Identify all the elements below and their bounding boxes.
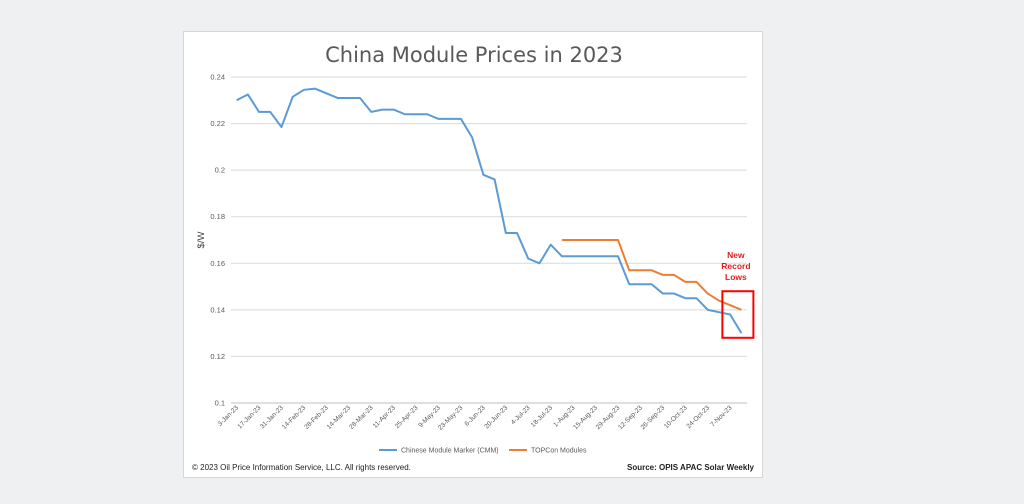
y-tick-label: 0.16 [210, 259, 225, 268]
grid-lines [231, 76, 747, 404]
topcon-series-line [561, 239, 742, 311]
y-tick-label: 0.18 [210, 212, 225, 221]
x-tick-label: 26-Sep-23 [640, 404, 667, 431]
chart-title: China Module Prices in 2023 [325, 43, 623, 67]
y-axis-label: $/W [196, 232, 207, 249]
y-tick-label: 0.12 [210, 352, 225, 361]
y-tick-label: 0.1 [215, 399, 225, 408]
y-tick-label: 0.14 [210, 305, 225, 314]
series-lines [236, 87, 743, 334]
y-tick-label: 0.2 [215, 166, 225, 175]
source-text: Source: OPIS APAC Solar Weekly [626, 463, 754, 472]
y-tick-label: 0.24 [210, 73, 225, 82]
x-tick-label: 23-May-23 [437, 404, 464, 431]
legend: Chinese Module Marker (CMM) TOPCon Module… [379, 448, 587, 455]
x-tick-label: 25-Apr-23 [394, 404, 420, 430]
record-lows-box [721, 290, 755, 339]
line-chart: China Module Prices in 2023 0.10.120.140… [196, 43, 755, 455]
annotation-line: New [727, 250, 745, 260]
x-tick-label: 24-Oct-23 [685, 404, 711, 430]
annotation-line: Record [721, 261, 750, 271]
x-tick-label: 28-Mar-23 [348, 404, 375, 431]
chart-card: China Module Prices in 2023 0.1 0.12 0.14 0… [183, 31, 763, 478]
y-axis-ticks: 0.1 0.12 0.14 0.16 0.18 0.2 0.22 0.24 [210, 73, 225, 408]
copyright-text: © 2023 Oil Price Information Service, LL… [192, 463, 411, 472]
legend-label-topcon: TOPCon Modules [531, 448, 587, 455]
x-tick-label: 10-Oct-23 [663, 404, 689, 430]
x-axis-ticks: 3-Jan-2317-Jan-2331-Jan-2314-Feb-2328-Fe… [217, 404, 734, 431]
annotation-line: Lows [725, 272, 747, 282]
cmm-series-line [236, 87, 743, 334]
x-tick-label: 7-Nov-23 [709, 404, 733, 428]
x-tick-label: 20-Jun-23 [483, 404, 509, 430]
x-tick-label: 4-Jul-23 [510, 404, 532, 426]
y-tick-label: 0.22 [210, 119, 225, 128]
legend-label-cmm: Chinese Module Marker (CMM) [401, 448, 499, 455]
x-tick-label: 18-Jul-23 [530, 404, 555, 429]
